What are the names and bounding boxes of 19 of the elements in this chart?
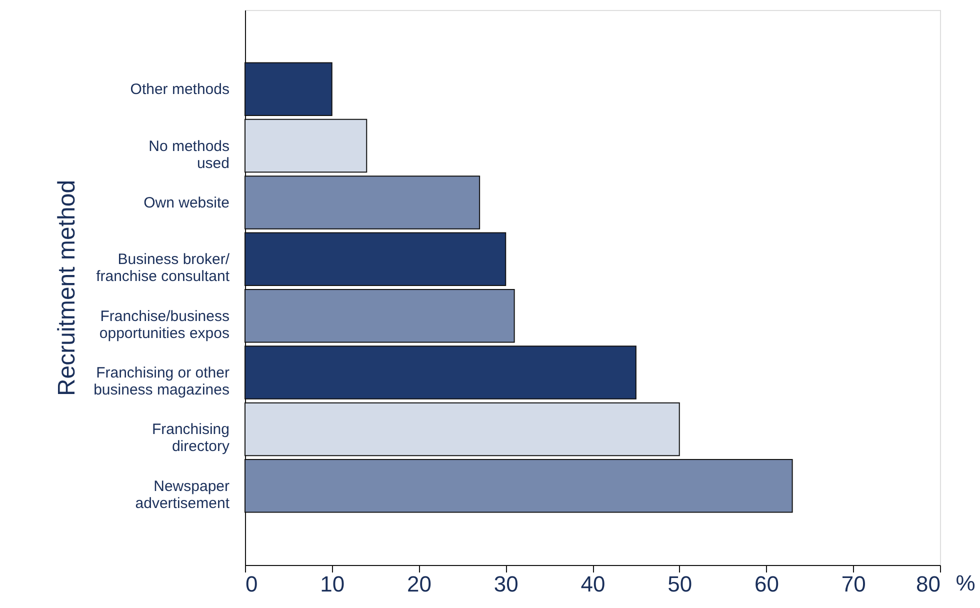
y-tick-label: Franchising directory: [152, 421, 230, 456]
y-tick-label: Newspaper advertisement: [135, 478, 230, 512]
x-tick-label: 40: [580, 572, 606, 596]
y-tick-label: Franchise/business opportunities expos: [99, 308, 230, 342]
y-tick-label: Other methods: [130, 81, 230, 98]
x-tick-label: 70: [841, 572, 866, 596]
x-tick-label: 50: [668, 572, 692, 596]
y-tick-label: No methods used: [148, 138, 230, 172]
x-axis-title: %: [956, 570, 976, 596]
y-tick-label: Business broker/ franchise consultant: [96, 251, 230, 286]
y-tick-label: Own website: [144, 194, 230, 212]
x-tick-label: 30: [494, 572, 518, 596]
x-tick-label: 10: [320, 572, 345, 596]
x-tick-label: 80: [916, 572, 940, 596]
y-tick-label: Franchising or other business magazines: [94, 364, 230, 399]
y-axis-title: Recruitment method: [54, 180, 81, 396]
x-tick-label: 20: [407, 572, 432, 596]
x-tick-label: 0: [246, 572, 258, 596]
x-tick-label: 60: [754, 572, 779, 596]
